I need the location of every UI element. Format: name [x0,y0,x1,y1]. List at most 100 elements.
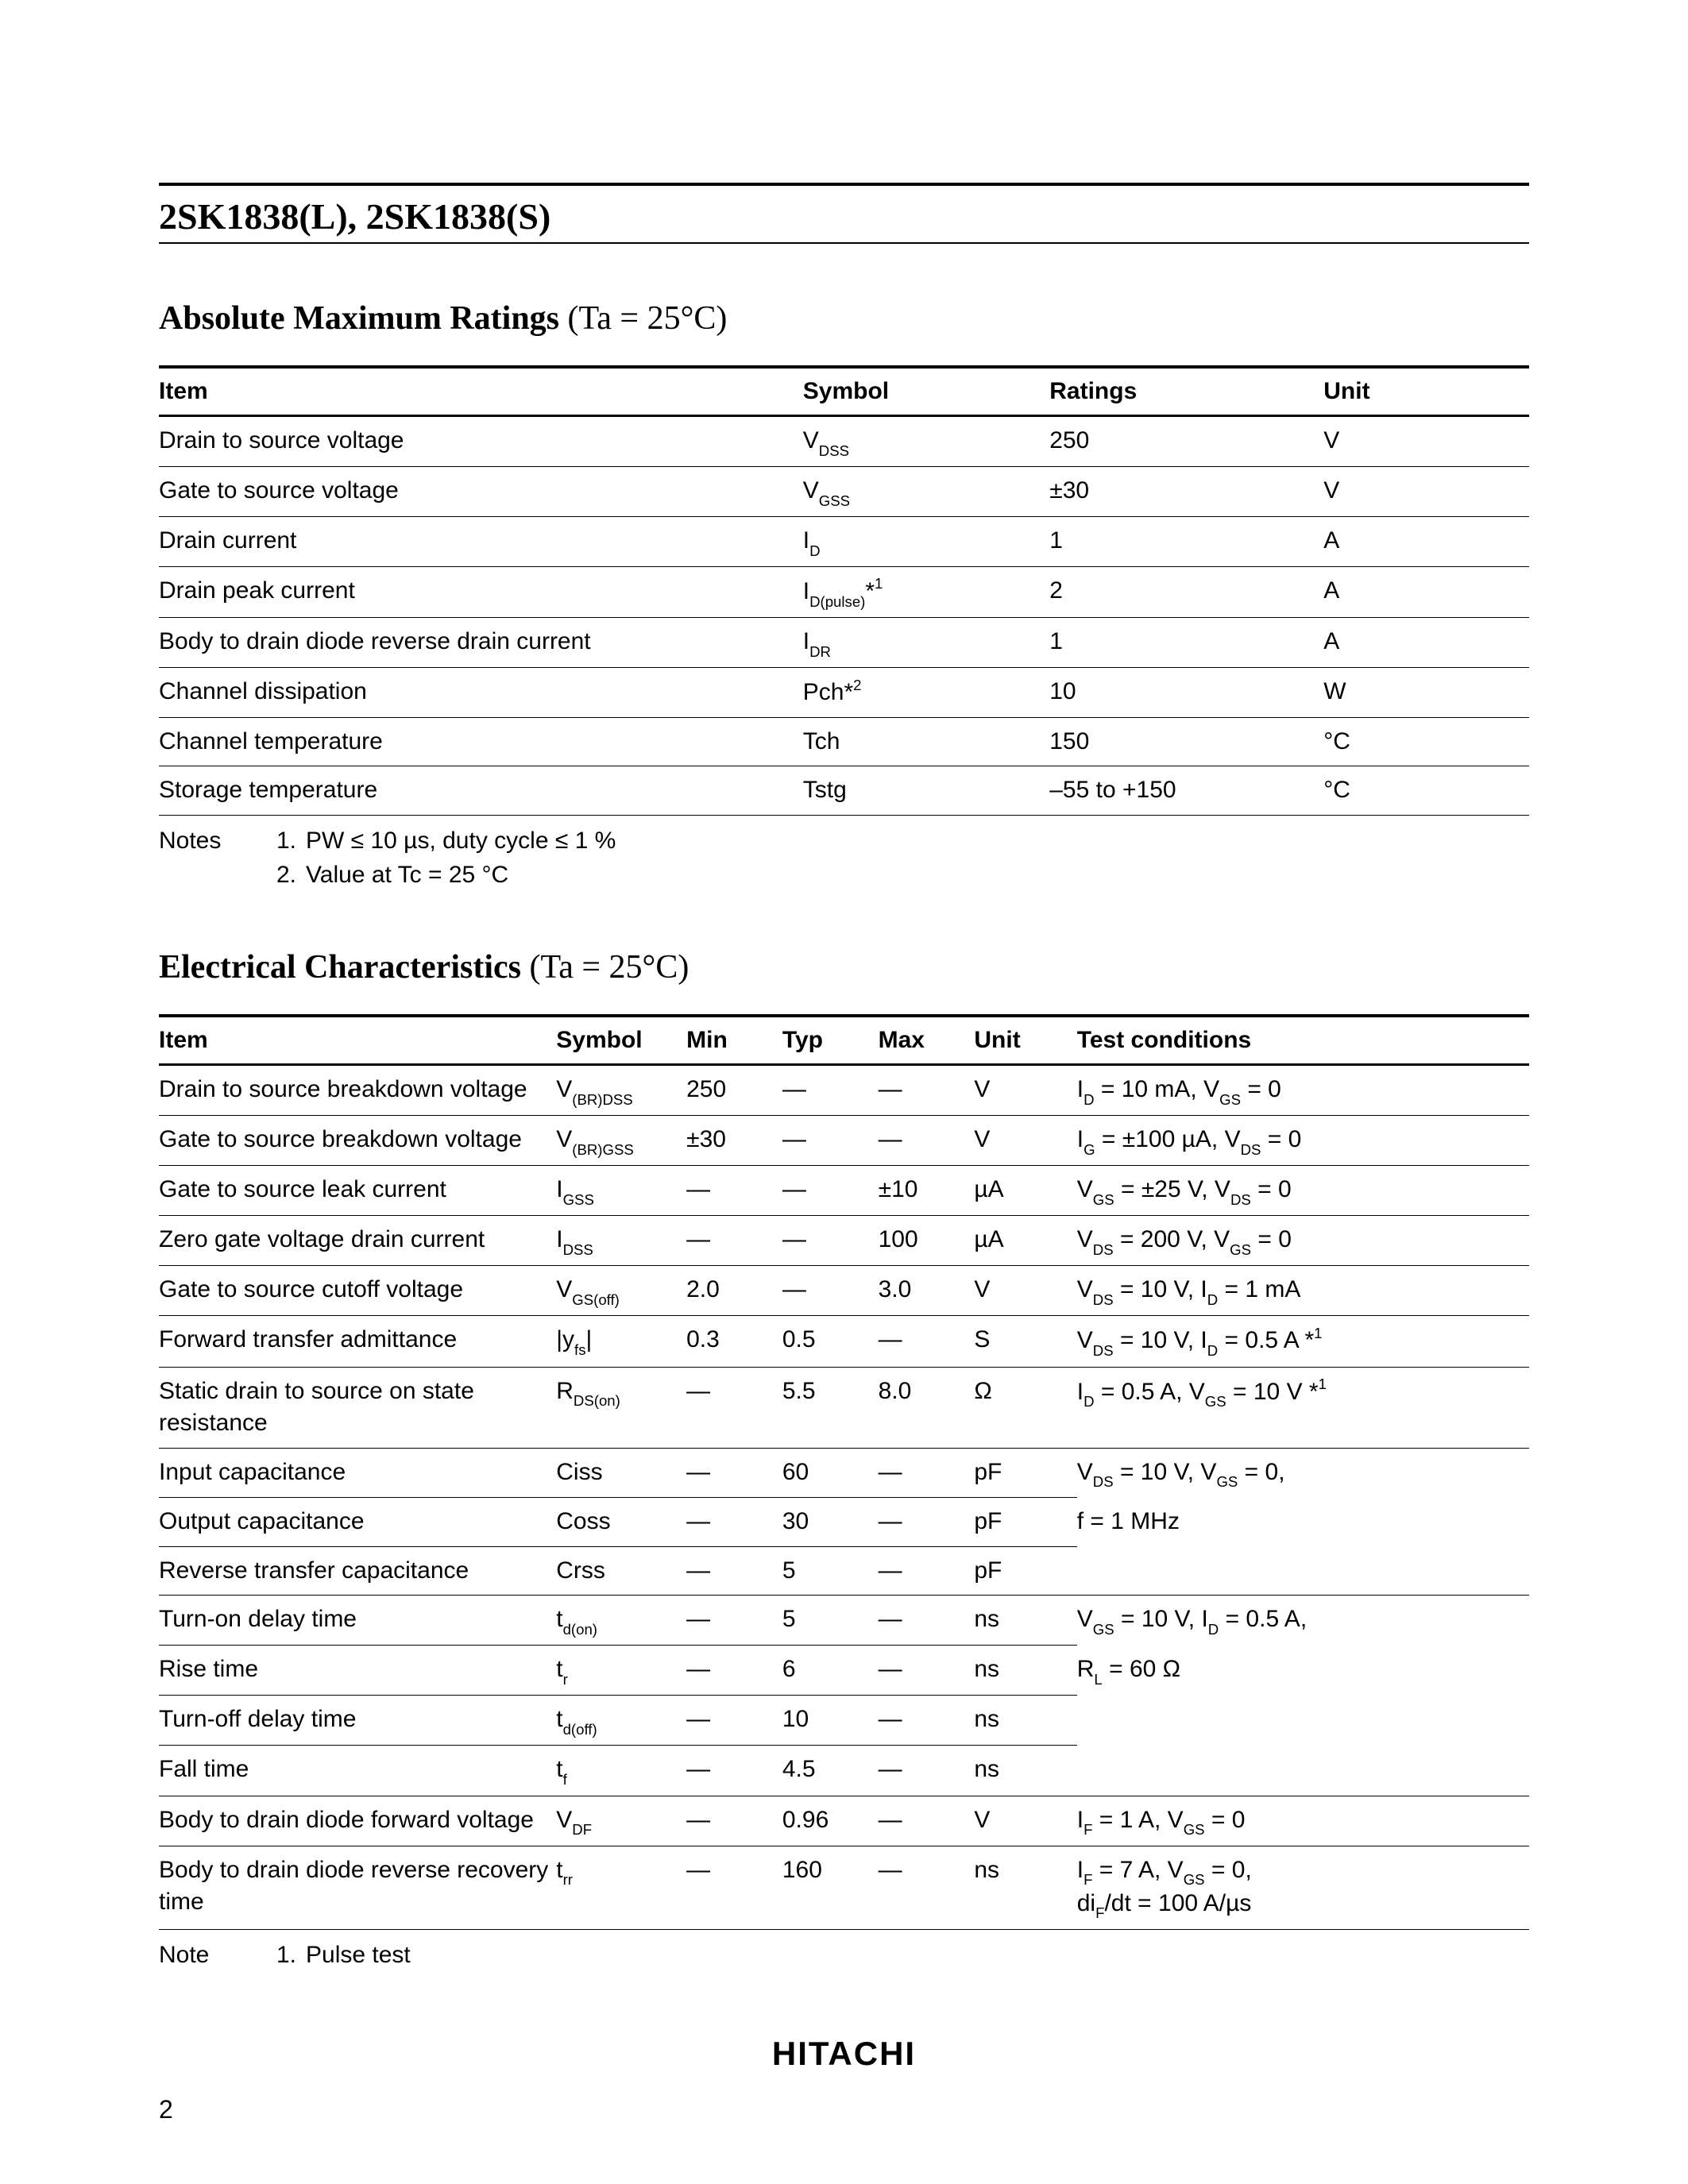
cell-symbol: V(BR)GSS [556,1116,686,1166]
note-lead: Note [159,1938,270,1973]
cell-typ: 0.5 [782,1316,879,1367]
table-row: Zero gate voltage drain currentIDSS——100… [159,1216,1529,1266]
cell-unit: A [1323,618,1529,668]
cell-min: — [686,1546,782,1596]
cell-symbol: IDSS [556,1216,686,1266]
cell-unit: Ω [974,1367,1076,1448]
cell-max: — [879,1846,975,1929]
cell-conditions: VDS = 200 V, VGS = 0 [1077,1216,1529,1266]
cell-max: — [879,1646,975,1696]
cell-unit: ns [974,1846,1076,1929]
table-row: Turn-off delay timetd(off)—10—ns [159,1696,1529,1746]
cell-symbol: VGSS [803,467,1050,517]
cell-max: — [879,1746,975,1796]
cell-max: — [879,1696,975,1746]
table-row: Body to drain diode reverse drain curren… [159,618,1529,668]
cell-unit: pF [974,1546,1076,1596]
table-row: Reverse transfer capacitanceCrss—5—pF [159,1546,1529,1596]
cell-unit: pF [974,1498,1076,1547]
page-number: 2 [159,2095,173,2124]
cell-item: Fall time [159,1746,556,1796]
note-number: 2. [270,858,306,893]
cell-symbol: td(on) [556,1596,686,1646]
cell-ratings: 150 [1049,717,1323,766]
cell-conditions [1077,1546,1529,1596]
cell-item: Storage temperature [159,766,803,816]
cell-item: Reverse transfer capacitance [159,1546,556,1596]
cell-typ: 30 [782,1498,879,1547]
cell-min: — [686,1596,782,1646]
note-row: Notes1.PW ≤ 10 µs, duty cycle ≤ 1 % [159,824,1529,859]
cell-min: 250 [686,1064,782,1115]
cell-typ: — [782,1216,879,1266]
table-row: Drain to source voltageVDSS250V [159,416,1529,467]
cell-item: Output capacitance [159,1498,556,1547]
cell-item: Channel dissipation [159,668,803,718]
cell-max: — [879,1546,975,1596]
cell-min: — [686,1646,782,1696]
cell-unit: A [1323,517,1529,567]
datasheet-page: 2SK1838(L), 2SK1838(S) Absolute Maximum … [0,0,1688,2184]
cell-typ: 5.5 [782,1367,879,1448]
note-text: Value at Tc = 25 °C [306,858,1529,893]
cell-max: — [879,1796,975,1846]
cell-unit: ns [974,1696,1076,1746]
cell-min: — [686,1498,782,1547]
table-row: Body to drain diode reverse recovery tim… [159,1846,1529,1929]
cell-item: Drain to source breakdown voltage [159,1064,556,1115]
cell-ratings: –55 to +150 [1049,766,1323,816]
table-row: Gate to source voltageVGSS±30V [159,467,1529,517]
abs-max-title-bold: Absolute Maximum Ratings [159,300,559,337]
cell-unit: S [974,1316,1076,1367]
cell-conditions: VDS = 10 V, ID = 1 mA [1077,1266,1529,1316]
header-rule-top [159,183,1529,186]
cell-ratings: 1 [1049,618,1323,668]
cell-unit: V [1323,416,1529,467]
cell-unit: ns [974,1746,1076,1796]
cell-unit: A [1323,567,1529,618]
elec-char-title-bold: Electrical Characteristics [159,949,521,986]
cell-symbol: V(BR)DSS [556,1064,686,1115]
cell-symbol: Pch*2 [803,668,1050,718]
table-row: Drain to source breakdown voltageV(BR)DS… [159,1064,1529,1115]
cell-symbol: ID(pulse)*1 [803,567,1050,618]
table-row: Channel dissipationPch*210W [159,668,1529,718]
cell-typ: 0.96 [782,1796,879,1846]
col-item: Item [159,1016,556,1065]
cell-min: — [686,1448,782,1498]
cell-min: 0.3 [686,1316,782,1367]
col-typ: Typ [782,1016,879,1065]
cell-unit: °C [1323,717,1529,766]
table-row: Output capacitanceCoss—30—pFf = 1 MHz [159,1498,1529,1547]
col-ratings: Ratings [1049,367,1323,416]
cell-unit: ns [974,1646,1076,1696]
cell-unit: ns [974,1596,1076,1646]
cell-ratings: 1 [1049,517,1323,567]
cell-ratings: 2 [1049,567,1323,618]
elec-char-header-row: Item Symbol Min Typ Max Unit Test condit… [159,1016,1529,1065]
table-row: Gate to source leak currentIGSS——±10µAVG… [159,1166,1529,1216]
cell-min: — [686,1696,782,1746]
cell-min: — [686,1746,782,1796]
cell-unit: V [974,1116,1076,1166]
cell-item: Channel temperature [159,717,803,766]
elec-char-table: Item Symbol Min Typ Max Unit Test condit… [159,1014,1529,1930]
cell-item: Body to drain diode reverse recovery tim… [159,1846,556,1929]
cell-min: 2.0 [686,1266,782,1316]
cell-conditions [1077,1696,1529,1746]
cell-unit: µA [974,1216,1076,1266]
cell-max: — [879,1498,975,1547]
cell-symbol: VDSS [803,416,1050,467]
cell-symbol: Tstg [803,766,1050,816]
cell-item: Turn-on delay time [159,1596,556,1646]
table-row: Forward transfer admittance|yfs|0.30.5—S… [159,1316,1529,1367]
cell-item: Forward transfer admittance [159,1316,556,1367]
elec-char-section-title: Electrical Characteristics (Ta = 25°C) [159,948,1529,986]
col-unit: Unit [974,1016,1076,1065]
col-max: Max [879,1016,975,1065]
cell-typ: 5 [782,1596,879,1646]
cell-symbol: ID [803,517,1050,567]
cell-item: Gate to source voltage [159,467,803,517]
cell-typ: 60 [782,1448,879,1498]
cell-symbol: Crss [556,1546,686,1596]
